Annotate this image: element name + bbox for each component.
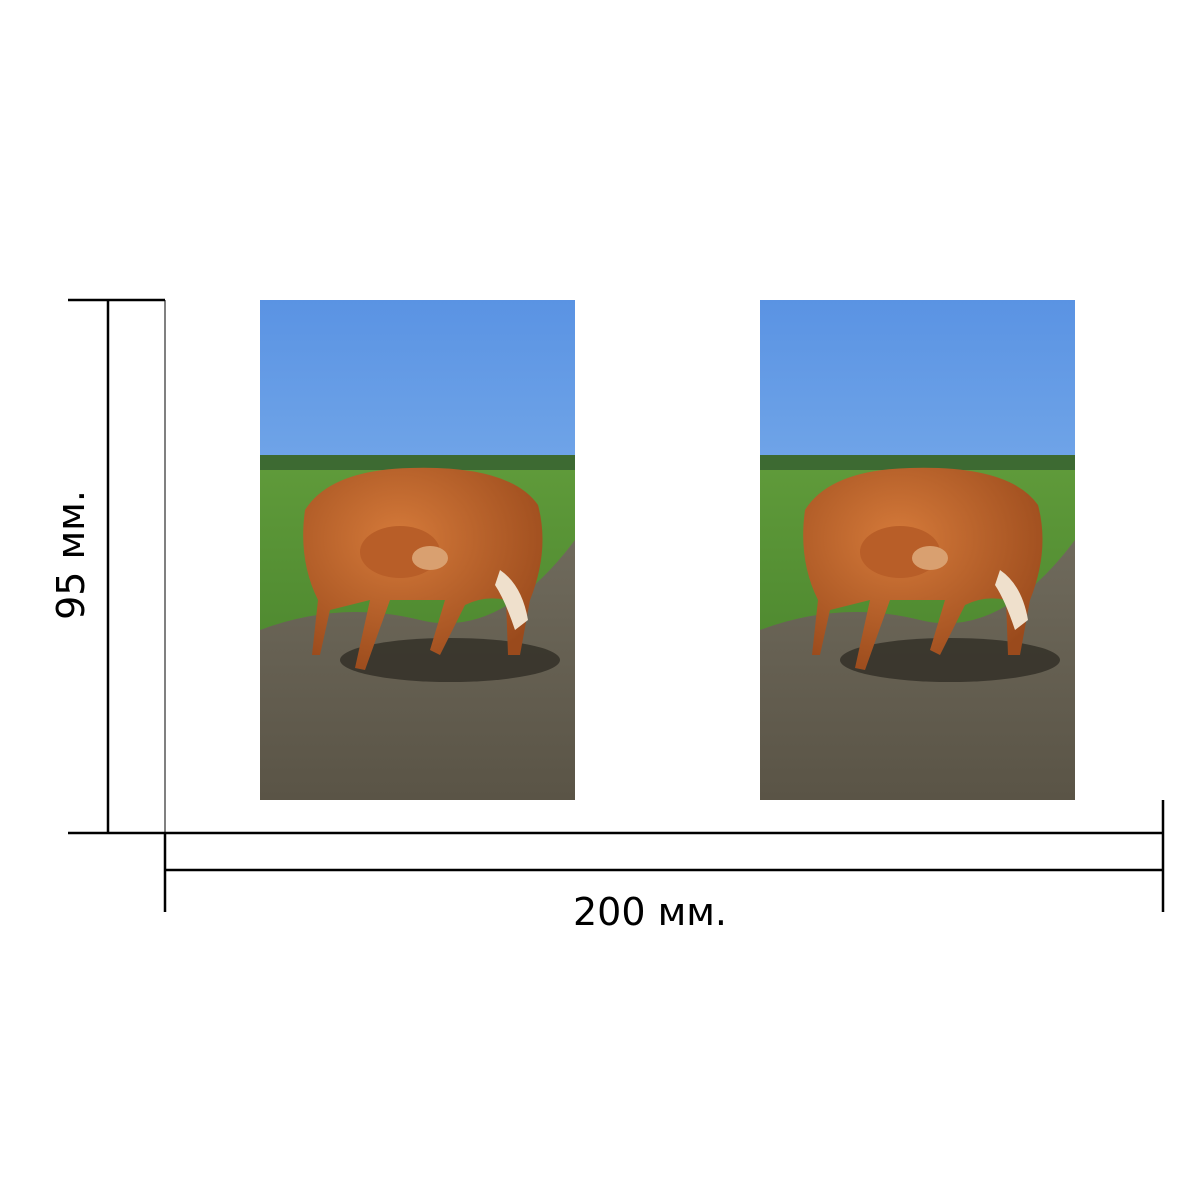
height-dimension: 95 мм. bbox=[49, 298, 166, 835]
height-label: 95 мм. bbox=[49, 490, 93, 620]
width-dimension: 200 мм. bbox=[163, 800, 1165, 934]
product-photo bbox=[760, 300, 1075, 800]
product-photo bbox=[260, 300, 575, 800]
width-label: 200 мм. bbox=[573, 890, 727, 934]
